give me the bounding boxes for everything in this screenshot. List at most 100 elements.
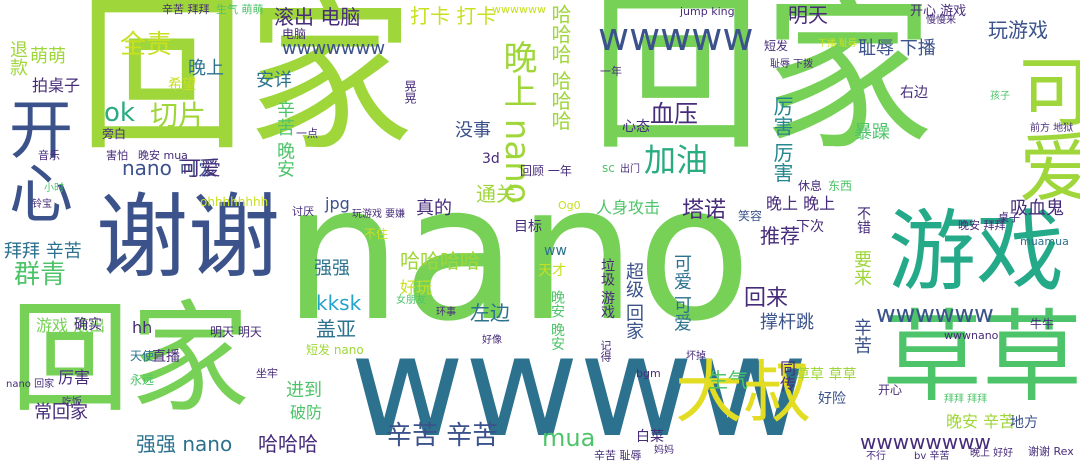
cloud-word: bgm xyxy=(636,367,661,380)
cloud-word: 确实 xyxy=(74,317,102,333)
cloud-word: 白菜 xyxy=(636,429,664,445)
cloud-word: 同传 xyxy=(777,360,796,392)
cloud-word: 盖亚 xyxy=(316,317,356,341)
cloud-word: 好玩 xyxy=(400,278,433,297)
cloud-word: 东西 xyxy=(828,179,853,193)
cloud-word: 希望 xyxy=(168,77,196,93)
cloud-word: 坐牢 xyxy=(256,367,278,380)
cloud-word: 晚安 晚安 xyxy=(549,290,565,351)
cloud-word: jump king xyxy=(680,5,735,18)
cloud-word: 害怕 xyxy=(106,149,128,162)
cloud-word: nano 回家 xyxy=(6,379,55,390)
cloud-word: 玩游戏 xyxy=(988,18,1048,42)
cloud-word: 破防 xyxy=(290,403,323,422)
cloud-word: 哈哈哈哈 xyxy=(400,249,480,273)
cloud-word: 天使 xyxy=(130,349,155,363)
cloud-word: muamua xyxy=(1020,235,1069,248)
cloud-word: 回来 xyxy=(744,286,789,311)
cloud-word: 游戏 滚出 xyxy=(36,316,106,335)
cloud-word: wwwwww xyxy=(876,300,994,328)
cloud-word: 记得 xyxy=(599,340,612,362)
cloud-word: 左边 xyxy=(470,301,510,325)
cloud-word: 强强 xyxy=(314,258,350,279)
cloud-word: 常回家 xyxy=(34,402,88,423)
cloud-word: 旁白 xyxy=(102,127,127,141)
cloud-word: 草草 草草 xyxy=(796,367,857,383)
cloud-word: 不错 xyxy=(855,206,871,234)
cloud-word: 拜拜 拜拜 xyxy=(944,394,988,405)
cloud-word: 铃宝 xyxy=(32,199,52,210)
cloud-word: ohhhhhhhh xyxy=(200,195,269,209)
cloud-word: 可爱 xyxy=(181,156,221,180)
cloud-word: 慢慢来 xyxy=(926,15,956,26)
cloud-word: 开心 游戏 xyxy=(910,4,967,19)
cloud-word: 孩子 xyxy=(990,91,1010,102)
cloud-word: 晚上 nano xyxy=(497,40,537,204)
cloud-word: 安详 xyxy=(256,70,292,91)
cloud-word: 晚上 晚上 xyxy=(766,194,836,213)
cloud-word: 妈妈 xyxy=(654,445,674,456)
cloud-word: 一点 xyxy=(296,127,318,140)
cloud-word: 晚上 xyxy=(188,58,224,79)
cloud-word: 吃饭 xyxy=(62,397,82,408)
cloud-word: 没事 xyxy=(455,120,491,141)
cloud-word: 哈哈哈 xyxy=(258,432,318,456)
cloud-word: 厉害 xyxy=(58,368,91,387)
cloud-word: kksk xyxy=(316,291,362,315)
cloud-word: 游戏 xyxy=(888,200,1065,303)
cloud-word: 开心 xyxy=(878,383,903,397)
cloud-word: 回家 xyxy=(590,0,934,174)
cloud-word: 休息 xyxy=(798,179,823,193)
cloud-word: 回家 xyxy=(78,0,414,174)
cloud-word: 玩游戏 要嫌 xyxy=(352,209,406,220)
cloud-word: 拜拜 辛苦 xyxy=(4,241,82,262)
cloud-word: Og0 xyxy=(558,199,581,212)
cloud-word: 辛苦 拜拜 xyxy=(162,3,210,16)
cloud-word: nano 可爱 xyxy=(122,156,219,180)
cloud-word: wwwnano xyxy=(944,329,999,342)
cloud-word: 通关 xyxy=(476,182,516,206)
cloud-word: 心态 xyxy=(622,119,650,135)
cloud-word: 晚安 辛苦 xyxy=(946,412,1016,431)
cloud-word: 大叔 xyxy=(675,354,812,433)
cloud-word: 暴躁 xyxy=(854,122,890,143)
cloud-word: 下播 耻辱 xyxy=(818,39,857,49)
cloud-word: bv 辛苦 xyxy=(914,451,950,462)
cloud-word: 塔诺 xyxy=(682,198,727,223)
cloud-word: wwww xyxy=(350,306,809,463)
cloud-word: 撑杆跳 xyxy=(760,312,814,333)
cloud-word: 天才 xyxy=(538,263,566,279)
cloud-word: 人身攻击 xyxy=(596,198,661,217)
cloud-word: hh xyxy=(132,318,153,337)
cloud-word: 短发 xyxy=(764,39,789,53)
cloud-word: 开心 xyxy=(0,96,72,224)
cloud-word: sc xyxy=(602,161,615,175)
cloud-word: 晚安 拜拜 xyxy=(958,219,1006,232)
cloud-word: wwwww xyxy=(598,15,754,59)
cloud-word: 谢谢 xyxy=(96,184,281,291)
cloud-word: 可爱 xyxy=(1006,52,1080,204)
cloud-word: 耻辱 下拨 xyxy=(770,59,814,70)
cloud-word: 谢谢 Rex xyxy=(1028,445,1074,458)
cloud-word: 永远 xyxy=(130,373,155,387)
cloud-word: 生气 萌萌 xyxy=(216,3,264,16)
cloud-word: 血压 xyxy=(650,100,698,128)
cloud-word: wwwwwww xyxy=(282,38,386,59)
cloud-word: 加油 xyxy=(644,141,709,179)
cloud-word: mua xyxy=(542,424,596,452)
cloud-word: 全责 xyxy=(120,30,173,60)
cloud-word: 辛苦 耻辱 xyxy=(594,449,642,462)
cloud-word: 哈哈哈 哈哈哈 xyxy=(548,4,572,131)
cloud-word: wwwwwwww xyxy=(860,430,991,454)
cloud-word: 草草 xyxy=(882,299,1080,416)
cloud-word: 桌子 xyxy=(998,211,1020,224)
cloud-word: 3d xyxy=(482,151,500,167)
cloud-word: ok xyxy=(104,98,135,128)
cloud-word: 音乐 xyxy=(38,149,60,162)
cloud-word: 明天 xyxy=(788,3,828,27)
cloud-word: ww xyxy=(544,243,567,259)
cloud-word: 萌萌 xyxy=(30,46,66,67)
cloud-word: 晚上 好好 xyxy=(970,448,1014,459)
cloud-word: 可爱 可爱 xyxy=(671,254,692,332)
cloud-word: 真的 xyxy=(416,198,452,219)
